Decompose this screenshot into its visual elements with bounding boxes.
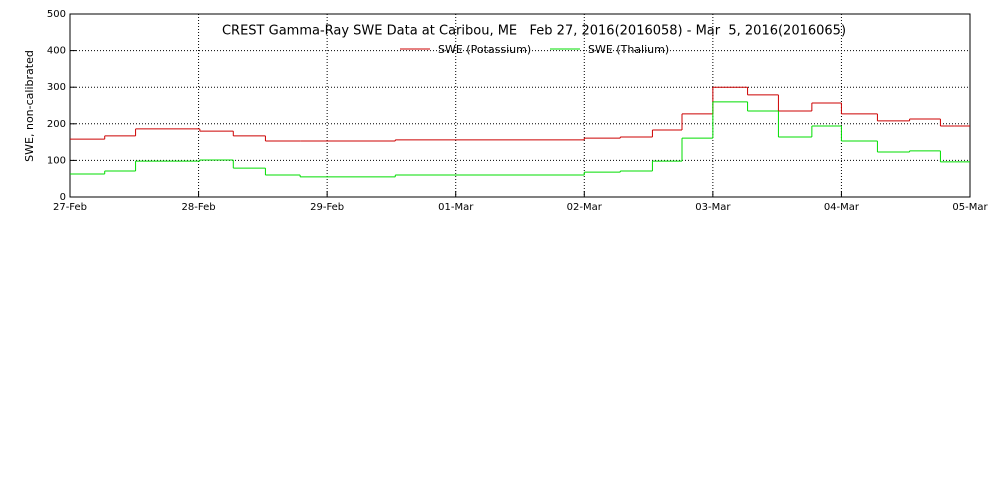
x-tick-label: 29-Feb	[310, 202, 344, 213]
y-tick-label: 200	[47, 119, 66, 130]
chart-title: CREST Gamma-Ray SWE Data at Caribou, ME …	[222, 24, 846, 39]
x-tick-label: 05-Mar	[952, 202, 988, 213]
x-tick-label: 02-Mar	[567, 202, 603, 213]
y-tick-label: 0	[60, 192, 66, 203]
y-tick-label: 500	[47, 9, 66, 20]
x-tick-label: 04-Mar	[824, 202, 860, 213]
x-tick-label: 27-Feb	[53, 202, 87, 213]
legend-label: SWE (Potassium)	[438, 43, 531, 56]
plot-frame	[69, 13, 971, 198]
x-tick-label: 28-Feb	[182, 202, 216, 213]
y-tick-label: 300	[47, 82, 66, 93]
y-axis-label: SWE, non-calibrated	[23, 50, 36, 162]
y-tick-label: 100	[47, 155, 66, 166]
x-tick-label: 01-Mar	[438, 202, 474, 213]
y-tick-label: 400	[47, 46, 66, 57]
x-tick-label: 03-Mar	[695, 202, 731, 213]
legend-label: SWE (Thalium)	[588, 43, 669, 56]
